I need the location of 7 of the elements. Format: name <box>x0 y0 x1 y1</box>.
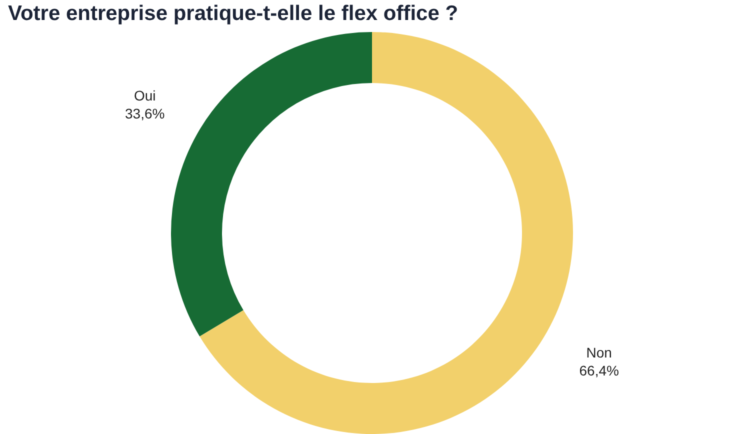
slice-label: Non <box>586 344 612 361</box>
donut-slice <box>171 32 372 336</box>
data-label: 66,4% <box>579 362 619 379</box>
data-label: 33,6% <box>125 105 165 122</box>
donut-slice <box>200 32 573 434</box>
slice-label: Oui <box>134 87 156 104</box>
chart-title: Votre entreprise pratique-t-elle le flex office ? <box>8 2 458 26</box>
